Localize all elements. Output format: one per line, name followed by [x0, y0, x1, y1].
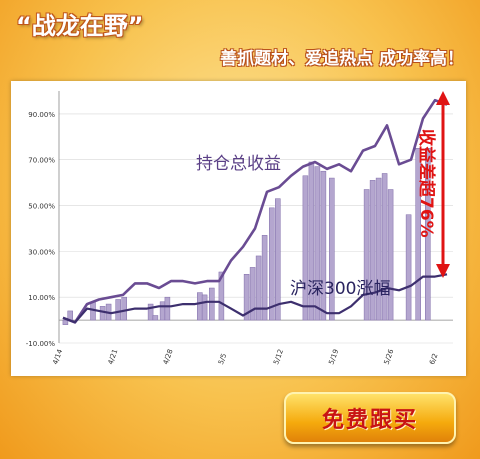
y-tick-label: 50.00% — [28, 203, 55, 211]
x-tick-label: 5/12 — [272, 348, 285, 366]
bar — [256, 256, 261, 320]
x-tick-label: 5/26 — [383, 348, 396, 366]
gap-label: 收益差超76% — [416, 129, 437, 238]
y-axis-ticks: 90.00% 70.00% 50.00% 30.00% 10.00% -10.00% — [26, 111, 56, 348]
bar — [275, 199, 280, 320]
y-tick-label: 70.00% — [28, 157, 55, 165]
x-tick-label: 6/2 — [428, 352, 439, 365]
bar — [202, 295, 207, 320]
y-tick-label: 30.00% — [28, 248, 55, 256]
follow-button[interactable]: 免费跟买 — [284, 392, 456, 444]
bar — [165, 297, 170, 320]
series-label-portfolio: 持仓总收益 — [196, 154, 281, 174]
bar — [116, 299, 121, 320]
x-tick-label: 4/28 — [162, 348, 175, 366]
banner-title: “战龙在野” — [16, 6, 144, 41]
y-tick-label: -10.00% — [26, 340, 56, 348]
y-tick-label: 10.00% — [28, 294, 55, 302]
x-axis-ticks: 4/14 4/21 4/28 5/5 5/12 5/19 5/26 6/2 — [51, 348, 439, 366]
bar — [364, 190, 369, 321]
bar — [197, 293, 202, 320]
bar — [388, 190, 393, 321]
banner-slogan: 善抓题材、爱追热点 成功率高！ — [138, 44, 464, 69]
gap-arrow — [436, 91, 450, 278]
bar — [262, 235, 267, 320]
bar — [122, 297, 127, 320]
bar — [406, 215, 411, 320]
bar — [370, 180, 375, 320]
x-tick-label: 5/5 — [217, 352, 228, 365]
x-tick-label: 5/19 — [327, 348, 340, 366]
bar — [160, 302, 165, 320]
series-label-hs300: 沪深300涨幅 — [290, 279, 390, 299]
y-tick-label: 90.00% — [28, 111, 55, 119]
bar — [100, 306, 105, 320]
bar — [209, 288, 214, 320]
bar — [153, 316, 158, 321]
follow-button-label: 免费跟买 — [322, 402, 418, 434]
x-tick-label: 4/21 — [107, 348, 120, 366]
performance-chart: 90.00% 70.00% 50.00% 30.00% 10.00% -10.00% 4/… — [11, 81, 466, 376]
bar — [269, 208, 274, 320]
x-tick-label: 4/14 — [51, 348, 64, 366]
chart-svg: 90.00% 70.00% 50.00% 30.00% 10.00% -10.00% 4/… — [11, 81, 466, 376]
